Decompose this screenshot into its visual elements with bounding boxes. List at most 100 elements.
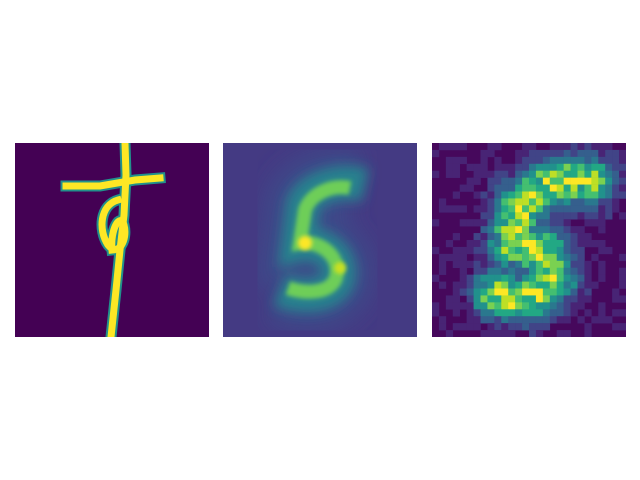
pixel [563, 274, 571, 282]
pixel [605, 170, 613, 178]
pixel [522, 281, 530, 289]
pixel [529, 205, 537, 213]
digit-strokes [60, 143, 166, 337]
pixel [522, 191, 530, 199]
pixel [570, 170, 578, 178]
pixel [556, 156, 564, 165]
pixel [494, 205, 502, 213]
pixel [563, 302, 571, 310]
pixel [535, 316, 544, 324]
pixel [591, 205, 599, 213]
pixel [529, 226, 537, 234]
pixel [570, 302, 578, 310]
pixel [577, 177, 585, 185]
pixel [480, 191, 488, 199]
pixel [542, 260, 551, 269]
pixel [432, 170, 440, 178]
pixel [445, 156, 454, 165]
pixel [598, 191, 606, 199]
pixel [556, 149, 564, 158]
pixel [480, 309, 488, 317]
pixel [570, 260, 578, 269]
pixel [501, 302, 509, 310]
pixel [556, 198, 564, 206]
pixel [542, 212, 551, 220]
pixel [542, 295, 551, 303]
pixel [584, 330, 592, 337]
pixel [598, 267, 606, 275]
pixel [535, 226, 544, 234]
pixel [515, 233, 523, 241]
pixel [487, 212, 495, 220]
pixel [445, 240, 454, 248]
pixel [542, 219, 551, 227]
pixel [529, 309, 537, 317]
pixel [563, 191, 571, 199]
pixel [501, 246, 509, 255]
pixel [612, 323, 620, 331]
pixel [577, 302, 585, 310]
pixel [563, 212, 571, 220]
pixel [466, 177, 474, 185]
pixel [445, 330, 454, 337]
pixel [494, 198, 502, 206]
pixel [501, 177, 509, 185]
pixel [480, 281, 488, 289]
pixel [487, 253, 495, 262]
pixel [619, 253, 626, 262]
pixel [549, 233, 558, 241]
pixel [522, 288, 530, 296]
pixel [459, 274, 467, 282]
pixel [522, 205, 530, 213]
pixel [501, 323, 509, 331]
pixel [487, 267, 495, 275]
pixel [487, 149, 495, 158]
pixel [501, 316, 509, 324]
pixel [529, 198, 537, 206]
pixel [549, 143, 558, 151]
pixel [542, 170, 551, 178]
pixel [563, 316, 571, 324]
pixel [480, 170, 488, 178]
pixel [487, 330, 495, 337]
pixel [598, 316, 606, 324]
pixel [563, 330, 571, 337]
pixel [556, 309, 564, 317]
pixel [508, 170, 516, 178]
pixel [591, 281, 599, 289]
pixel [480, 156, 488, 165]
pixel [501, 267, 509, 275]
pixel [612, 170, 620, 178]
pixel [563, 288, 571, 296]
pixel [598, 219, 606, 227]
pixel [591, 163, 599, 172]
pixel [549, 184, 558, 192]
pixel [473, 260, 481, 269]
pixel [466, 260, 474, 269]
pixel [508, 330, 516, 337]
pixel [563, 143, 571, 151]
pixel [438, 281, 447, 289]
pixel [432, 149, 440, 158]
pixel [494, 281, 502, 289]
core-peak [334, 262, 346, 274]
pixel [570, 246, 578, 255]
stroke [62, 174, 164, 190]
pixel [480, 219, 488, 227]
pixel [598, 274, 606, 282]
pixel [577, 260, 585, 269]
pixel [508, 281, 516, 289]
pixel [619, 267, 626, 275]
pixel [535, 212, 544, 220]
pixel [591, 156, 599, 165]
pixel [459, 267, 467, 275]
pixel [466, 309, 474, 317]
pixel [494, 240, 502, 248]
pixel [549, 212, 558, 220]
pixel [487, 316, 495, 324]
pixel [522, 212, 530, 220]
pixel [501, 309, 509, 317]
pixel [584, 212, 592, 220]
pixel [522, 198, 530, 206]
pixel [473, 233, 481, 241]
